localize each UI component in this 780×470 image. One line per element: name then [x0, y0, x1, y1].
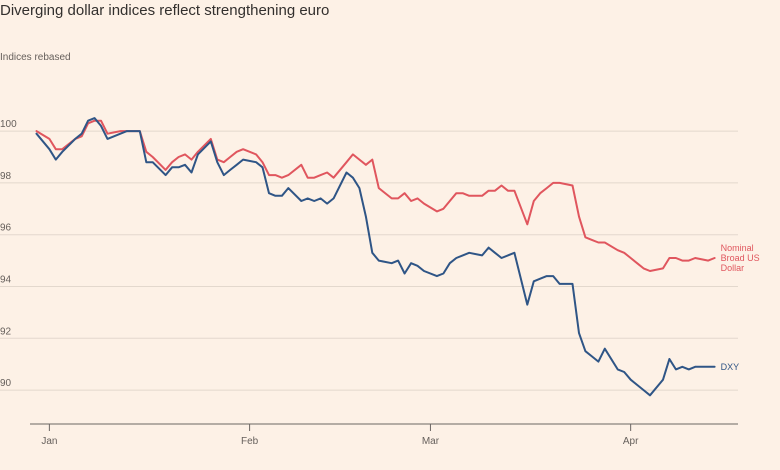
y-tick-labels: 90 92 94 96 98 100 [0, 119, 17, 389]
y-tick-label: 98 [0, 171, 12, 182]
y-tick-label: 100 [0, 119, 17, 130]
y-tick-label: 90 [0, 378, 12, 389]
y-tick-label: 92 [0, 326, 12, 337]
series-line-2 [35, 117, 716, 397]
series-label: DXY [721, 362, 740, 372]
x-axis: Jan Feb Mar Apr [30, 423, 738, 447]
y-tick-label: 96 [0, 223, 12, 234]
series-labels: Nominal Broad US Dollar DXY [721, 243, 760, 372]
gridlines [0, 130, 738, 391]
chart-title: Diverging dollar indices reflect strengt… [0, 2, 330, 19]
series-label: Nominal Broad US Dollar [721, 243, 760, 273]
x-tick-label: Mar [422, 436, 440, 447]
x-tick-label: Feb [241, 436, 259, 447]
y-tick-label: 94 [0, 274, 12, 285]
y-axis-subtitle: Indices rebased [0, 52, 71, 63]
series-line-1 [35, 119, 716, 272]
x-tick-label: Jan [41, 436, 57, 447]
x-tick-label: Apr [623, 436, 639, 447]
series-lines [35, 117, 716, 397]
